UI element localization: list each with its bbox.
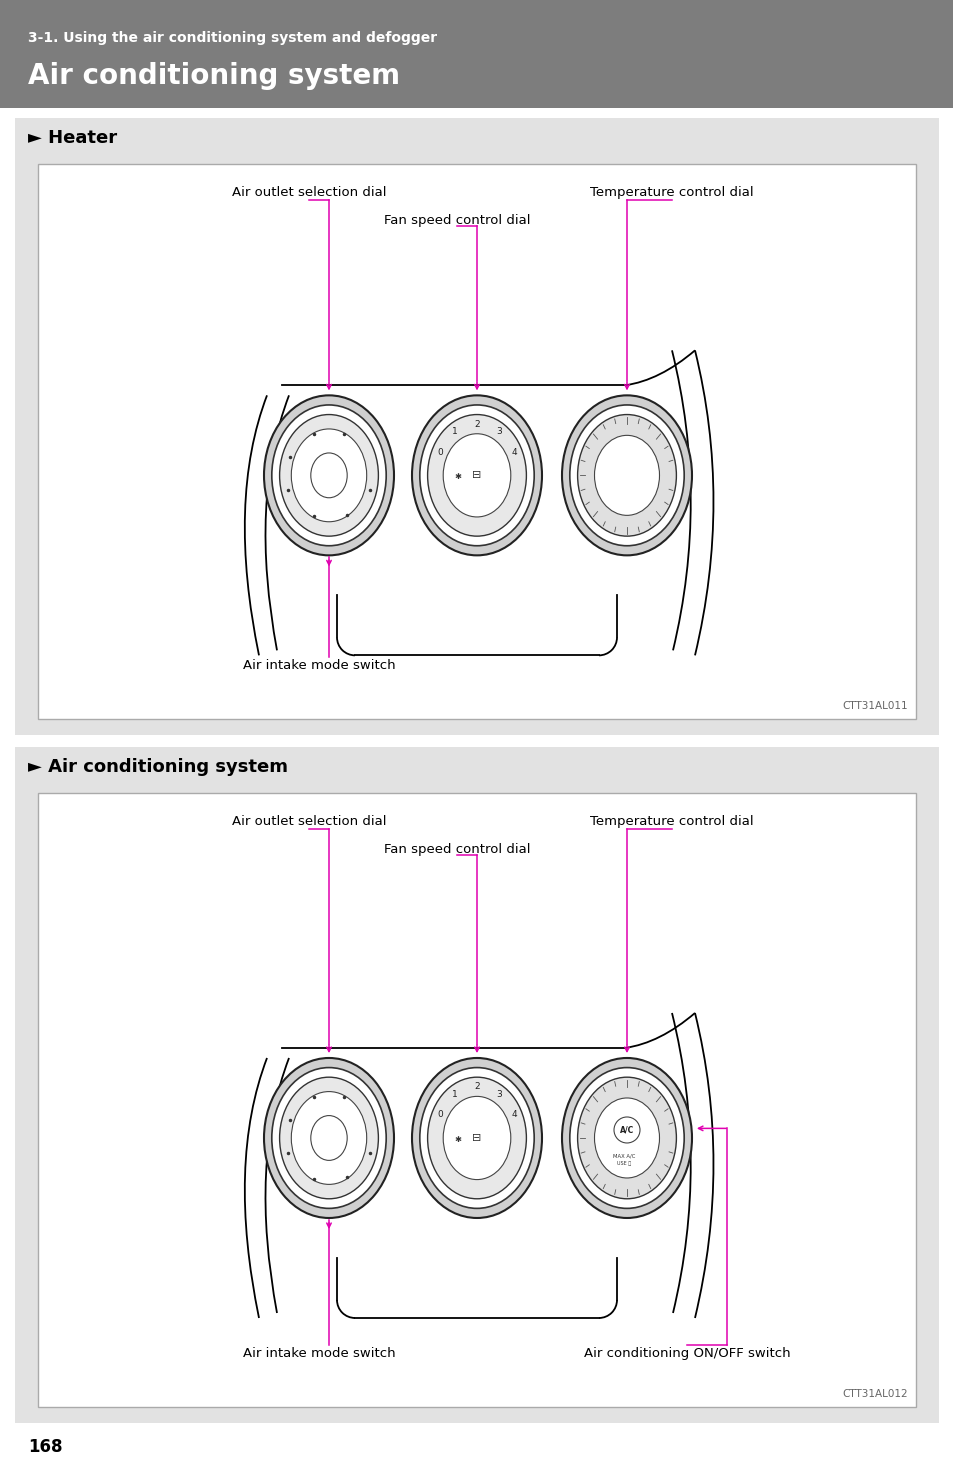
Ellipse shape	[569, 1068, 683, 1208]
Ellipse shape	[443, 434, 510, 516]
Text: 2: 2	[474, 1083, 479, 1092]
Text: 1: 1	[452, 1090, 457, 1099]
Circle shape	[614, 1117, 639, 1143]
Text: ⊟: ⊟	[472, 471, 481, 481]
Text: 2: 2	[474, 420, 479, 429]
Bar	[0, 0, 953, 108]
Ellipse shape	[427, 1077, 526, 1199]
Ellipse shape	[594, 435, 659, 515]
Text: Fan speed control dial: Fan speed control dial	[383, 214, 530, 227]
Ellipse shape	[427, 414, 526, 535]
Bar	[38, 794, 915, 1407]
Text: 0: 0	[436, 1111, 442, 1120]
Text: Air outlet selection dial: Air outlet selection dial	[232, 186, 386, 199]
Text: 168: 168	[28, 1438, 63, 1456]
Ellipse shape	[272, 406, 386, 546]
Ellipse shape	[279, 1077, 378, 1199]
Text: Fan speed control dial: Fan speed control dial	[383, 844, 530, 856]
Text: 4: 4	[511, 447, 517, 457]
Ellipse shape	[561, 1058, 691, 1218]
Text: Air outlet selection dial: Air outlet selection dial	[232, 816, 386, 827]
Ellipse shape	[412, 1058, 541, 1218]
Ellipse shape	[311, 453, 347, 497]
Text: 4: 4	[511, 1111, 517, 1120]
Ellipse shape	[569, 406, 683, 546]
Ellipse shape	[577, 414, 676, 535]
Text: CTT31AL011: CTT31AL011	[841, 701, 907, 711]
Text: ✱: ✱	[454, 472, 460, 481]
Text: ► Heater: ► Heater	[28, 128, 117, 148]
Ellipse shape	[594, 1097, 659, 1179]
Ellipse shape	[272, 1068, 386, 1208]
Text: ✱: ✱	[454, 1136, 460, 1145]
Text: ► Air conditioning system: ► Air conditioning system	[28, 758, 288, 776]
Ellipse shape	[419, 1068, 534, 1208]
Text: 3: 3	[496, 428, 501, 437]
Ellipse shape	[279, 414, 378, 535]
Text: Temperature control dial: Temperature control dial	[590, 186, 753, 199]
Text: Air intake mode switch: Air intake mode switch	[242, 1347, 395, 1360]
Ellipse shape	[291, 1092, 366, 1184]
Text: Air conditioning system: Air conditioning system	[28, 62, 399, 90]
Text: 1: 1	[452, 428, 457, 437]
Ellipse shape	[291, 429, 366, 522]
Bar	[15, 118, 938, 735]
Text: USE ⭐: USE ⭐	[617, 1161, 631, 1167]
Ellipse shape	[311, 1115, 347, 1161]
Ellipse shape	[264, 1058, 394, 1218]
Ellipse shape	[419, 406, 534, 546]
Text: CTT31AL012: CTT31AL012	[841, 1389, 907, 1398]
Text: A/C: A/C	[619, 1125, 634, 1134]
Text: 3-1. Using the air conditioning system and defogger: 3-1. Using the air conditioning system a…	[28, 31, 436, 46]
Ellipse shape	[264, 395, 394, 556]
Text: Air intake mode switch: Air intake mode switch	[242, 659, 395, 673]
Ellipse shape	[443, 1096, 510, 1180]
Ellipse shape	[577, 1077, 676, 1199]
Ellipse shape	[561, 395, 691, 556]
Text: Temperature control dial: Temperature control dial	[590, 816, 753, 827]
Bar	[15, 746, 938, 1423]
Bar	[38, 164, 915, 718]
Text: MAX A/C: MAX A/C	[613, 1153, 635, 1158]
Ellipse shape	[412, 395, 541, 556]
Text: ⊟: ⊟	[472, 1133, 481, 1143]
Text: Air conditioning ON/OFF switch: Air conditioning ON/OFF switch	[583, 1347, 789, 1360]
Text: 0: 0	[436, 447, 442, 457]
Text: 3: 3	[496, 1090, 501, 1099]
